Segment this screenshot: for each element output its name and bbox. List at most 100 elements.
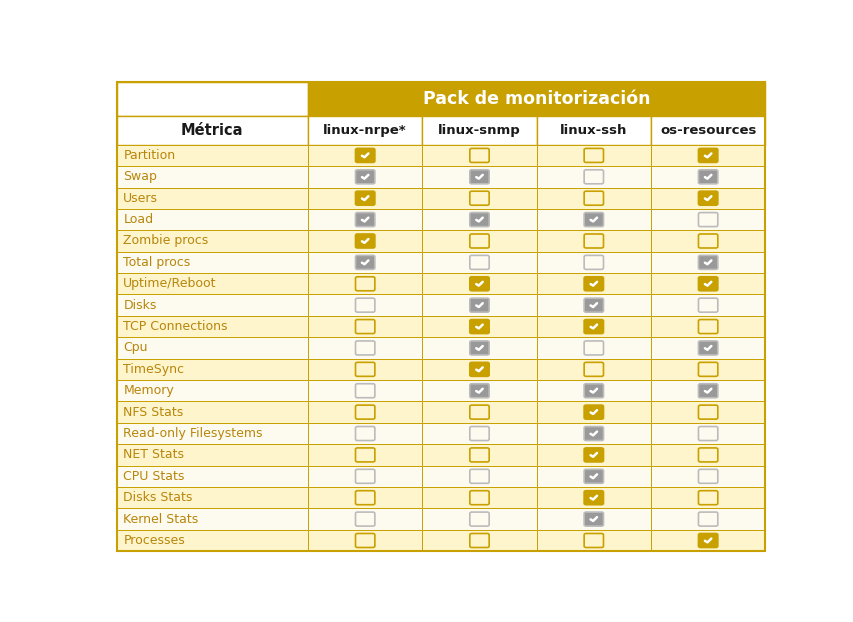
FancyBboxPatch shape: [308, 82, 764, 116]
FancyBboxPatch shape: [536, 337, 650, 359]
FancyBboxPatch shape: [536, 230, 650, 252]
FancyBboxPatch shape: [469, 191, 489, 205]
FancyBboxPatch shape: [583, 427, 603, 440]
FancyBboxPatch shape: [536, 487, 650, 508]
FancyBboxPatch shape: [117, 209, 308, 230]
Text: NFS Stats: NFS Stats: [123, 406, 183, 419]
FancyBboxPatch shape: [117, 294, 308, 316]
FancyBboxPatch shape: [422, 530, 536, 551]
FancyBboxPatch shape: [536, 145, 650, 166]
FancyBboxPatch shape: [650, 294, 764, 316]
FancyBboxPatch shape: [650, 466, 764, 487]
FancyBboxPatch shape: [117, 401, 308, 423]
FancyBboxPatch shape: [355, 384, 374, 397]
FancyBboxPatch shape: [698, 277, 717, 290]
FancyBboxPatch shape: [698, 170, 717, 184]
FancyBboxPatch shape: [469, 384, 489, 397]
FancyBboxPatch shape: [469, 363, 489, 376]
Text: linux-ssh: linux-ssh: [560, 124, 627, 137]
FancyBboxPatch shape: [355, 256, 374, 269]
FancyBboxPatch shape: [469, 277, 489, 290]
FancyBboxPatch shape: [117, 444, 308, 466]
FancyBboxPatch shape: [355, 534, 374, 547]
FancyBboxPatch shape: [698, 491, 717, 504]
FancyBboxPatch shape: [536, 359, 650, 380]
FancyBboxPatch shape: [536, 423, 650, 444]
FancyBboxPatch shape: [583, 384, 603, 397]
Text: Partition: Partition: [123, 149, 175, 162]
FancyBboxPatch shape: [308, 273, 422, 294]
FancyBboxPatch shape: [650, 380, 764, 401]
FancyBboxPatch shape: [583, 534, 603, 547]
FancyBboxPatch shape: [422, 209, 536, 230]
FancyBboxPatch shape: [117, 187, 308, 209]
FancyBboxPatch shape: [583, 277, 603, 290]
FancyBboxPatch shape: [469, 470, 489, 483]
FancyBboxPatch shape: [536, 380, 650, 401]
FancyBboxPatch shape: [536, 466, 650, 487]
FancyBboxPatch shape: [117, 145, 308, 166]
FancyBboxPatch shape: [117, 273, 308, 294]
Text: Kernel Stats: Kernel Stats: [123, 513, 198, 526]
Text: linux-nrpe*: linux-nrpe*: [323, 124, 407, 137]
FancyBboxPatch shape: [469, 405, 489, 419]
FancyBboxPatch shape: [355, 191, 374, 205]
FancyBboxPatch shape: [308, 166, 422, 187]
FancyBboxPatch shape: [355, 234, 374, 248]
FancyBboxPatch shape: [117, 316, 308, 337]
FancyBboxPatch shape: [650, 508, 764, 530]
FancyBboxPatch shape: [536, 252, 650, 273]
FancyBboxPatch shape: [422, 187, 536, 209]
FancyBboxPatch shape: [422, 273, 536, 294]
FancyBboxPatch shape: [117, 82, 308, 116]
FancyBboxPatch shape: [469, 512, 489, 526]
FancyBboxPatch shape: [422, 359, 536, 380]
FancyBboxPatch shape: [355, 448, 374, 462]
FancyBboxPatch shape: [355, 405, 374, 419]
FancyBboxPatch shape: [308, 359, 422, 380]
FancyBboxPatch shape: [536, 316, 650, 337]
FancyBboxPatch shape: [355, 170, 374, 184]
FancyBboxPatch shape: [308, 230, 422, 252]
FancyBboxPatch shape: [308, 294, 422, 316]
FancyBboxPatch shape: [583, 512, 603, 526]
FancyBboxPatch shape: [583, 170, 603, 184]
FancyBboxPatch shape: [698, 341, 717, 355]
FancyBboxPatch shape: [698, 213, 717, 226]
Text: CPU Stats: CPU Stats: [123, 470, 184, 483]
Text: Disks: Disks: [123, 299, 156, 312]
FancyBboxPatch shape: [583, 448, 603, 462]
Text: Users: Users: [123, 192, 158, 205]
FancyBboxPatch shape: [698, 149, 717, 162]
FancyBboxPatch shape: [469, 213, 489, 226]
FancyBboxPatch shape: [422, 294, 536, 316]
Text: linux-snmp: linux-snmp: [438, 124, 520, 137]
FancyBboxPatch shape: [308, 466, 422, 487]
FancyBboxPatch shape: [583, 491, 603, 504]
Text: Pack de monitorización: Pack de monitorización: [422, 90, 650, 108]
FancyBboxPatch shape: [355, 427, 374, 440]
FancyBboxPatch shape: [536, 444, 650, 466]
FancyBboxPatch shape: [650, 273, 764, 294]
FancyBboxPatch shape: [698, 512, 717, 526]
FancyBboxPatch shape: [422, 423, 536, 444]
FancyBboxPatch shape: [469, 427, 489, 440]
Text: Zombie procs: Zombie procs: [123, 234, 208, 248]
FancyBboxPatch shape: [536, 209, 650, 230]
FancyBboxPatch shape: [422, 337, 536, 359]
FancyBboxPatch shape: [355, 320, 374, 333]
FancyBboxPatch shape: [117, 116, 308, 145]
FancyBboxPatch shape: [583, 234, 603, 248]
FancyBboxPatch shape: [117, 508, 308, 530]
FancyBboxPatch shape: [117, 230, 308, 252]
FancyBboxPatch shape: [117, 252, 308, 273]
FancyBboxPatch shape: [650, 316, 764, 337]
FancyBboxPatch shape: [469, 256, 489, 269]
FancyBboxPatch shape: [469, 341, 489, 355]
FancyBboxPatch shape: [117, 466, 308, 487]
FancyBboxPatch shape: [308, 252, 422, 273]
FancyBboxPatch shape: [698, 320, 717, 333]
FancyBboxPatch shape: [422, 116, 536, 145]
FancyBboxPatch shape: [469, 491, 489, 504]
FancyBboxPatch shape: [698, 298, 717, 312]
